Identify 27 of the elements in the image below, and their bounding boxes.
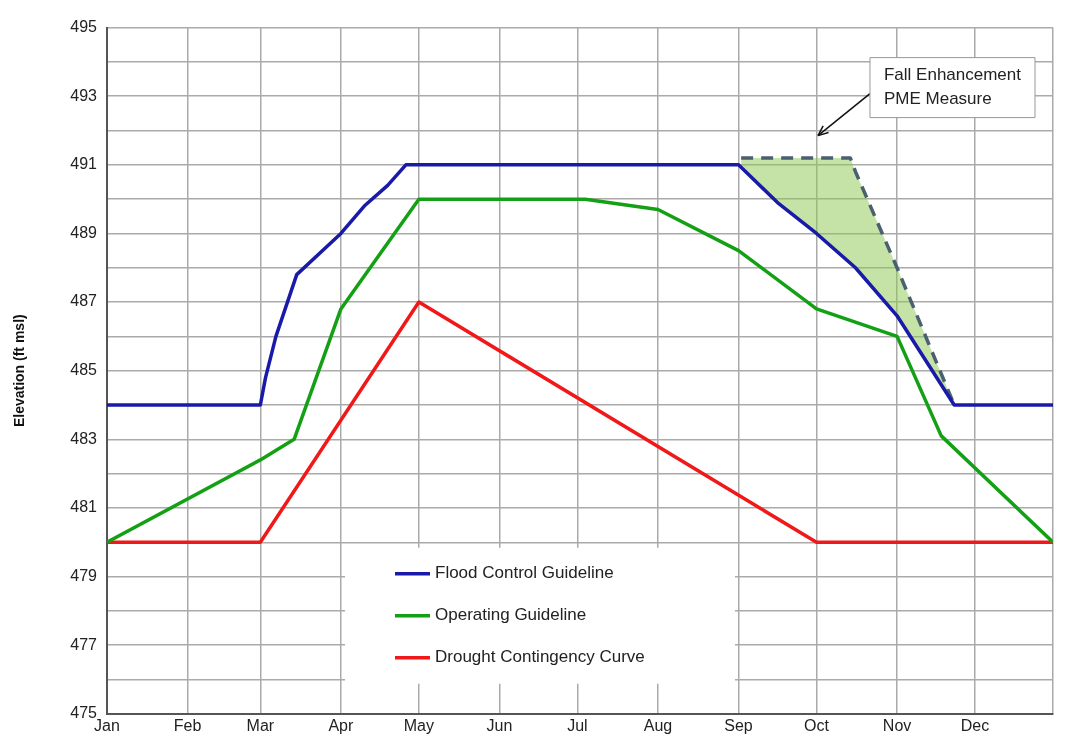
x-tick-label: Aug — [643, 716, 673, 734]
y-tick-label: 479 — [70, 566, 98, 584]
x-tick-label: Dec — [960, 716, 990, 734]
x-tick-label: Mar — [246, 716, 275, 734]
legend-label: Operating Guideline — [435, 605, 587, 625]
y-tick-label: 487 — [70, 292, 98, 310]
y-tick-label: 495 — [70, 18, 98, 36]
x-tick-label: Sep — [724, 716, 753, 734]
x-tick-label: May — [403, 716, 434, 734]
x-tick-label: Feb — [173, 716, 202, 734]
y-tick-label: 485 — [70, 361, 98, 379]
y-tick-label: 491 — [70, 155, 98, 173]
annotation: Fall Enhancement PME Measure — [883, 65, 1022, 109]
x-tick-label: Apr — [328, 716, 355, 734]
x-tick-label: Oct — [804, 716, 830, 734]
y-tick-label: 489 — [70, 223, 98, 241]
legend-label: Drought Contingency Curve — [435, 647, 645, 667]
y-axis-title: Elevation (ft msl) — [11, 314, 28, 428]
legend-label: Flood Control Guideline — [435, 563, 614, 583]
y-tick-label: 493 — [70, 86, 98, 104]
y-tick-label: 477 — [70, 635, 98, 653]
x-tick-label: Nov — [882, 716, 912, 734]
y-tick-label: 475 — [70, 704, 98, 722]
x-tick-label: Jul — [567, 716, 588, 734]
x-tick-label: Jun — [486, 716, 513, 734]
y-tick-label: 481 — [70, 498, 98, 516]
y-tick-label: 483 — [70, 429, 98, 447]
